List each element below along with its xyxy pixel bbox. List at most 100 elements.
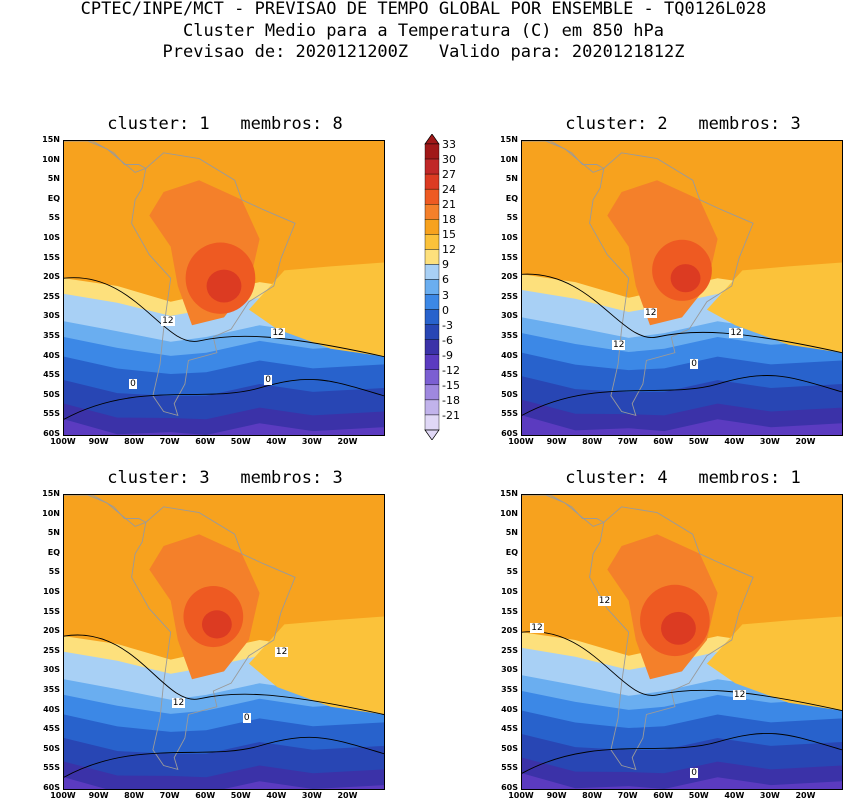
contour-line-12 — [64, 277, 384, 358]
y-tick-label: 60S — [43, 783, 60, 792]
contour-label: 0 — [242, 713, 251, 724]
y-tick-label: 55S — [43, 409, 60, 419]
colorbar-label: 27 — [442, 168, 456, 182]
y-tick-label: 10S — [501, 587, 518, 596]
y-tick-label: 15S — [43, 606, 60, 616]
y-tick-label: 10S — [501, 233, 518, 242]
coastline — [522, 495, 605, 527]
colorbar-segment — [424, 249, 440, 265]
x-tick-label: 100W — [50, 437, 76, 446]
x-tick-label: 40W — [724, 791, 745, 800]
colorbar-label: 18 — [442, 213, 456, 227]
y-tick-label: 15S — [501, 252, 518, 262]
x-tick-label: 30W — [301, 791, 322, 800]
x-tick-label: 40W — [724, 437, 745, 446]
isotherm-band — [522, 773, 842, 789]
colorbar-label: 3 — [442, 288, 449, 302]
y-tick-label: 5N — [47, 528, 60, 538]
colorbar-segment — [424, 414, 440, 431]
map-panel-3: 12 12 0 — [63, 494, 385, 790]
figure-title-line-2: Cluster Medio para a Temperatura (C) em … — [182, 21, 665, 41]
y-tick-label: 15S — [43, 252, 60, 262]
figure-title-line-1: CPTEC/INPE/MCT - PREVISAO DE TEMPO GLOBA… — [80, 0, 767, 19]
y-tick-label: 5S — [506, 213, 518, 223]
y-tick-label: 30S — [43, 311, 60, 321]
isotherm-band — [206, 269, 242, 303]
colorbar-segment — [424, 264, 440, 280]
colorbar-segment — [424, 384, 440, 401]
y-tick-label: 35S — [43, 331, 60, 340]
isotherm-band — [661, 611, 696, 645]
y-tick-label: 10N — [500, 154, 518, 164]
colorbar-segment — [424, 369, 440, 386]
y-tick-label: 55S — [43, 763, 60, 773]
x-tick-label: 60W — [653, 437, 674, 446]
colorbar-segment — [424, 204, 440, 220]
colorbar-arrow-top — [424, 134, 440, 145]
colorbar-segment — [424, 339, 440, 355]
isotherm-band — [248, 616, 384, 715]
y-tick-label: 5S — [48, 567, 60, 577]
x-tick-label: 60W — [195, 791, 216, 800]
x-tick-label: 90W — [546, 437, 567, 446]
y-tick-label: 50S — [43, 743, 60, 753]
isotherm-band — [670, 264, 701, 293]
x-tick-label: 60W — [195, 437, 216, 446]
y-tick-label: 25S — [501, 291, 518, 301]
panel-3-title: cluster: 3 membros: 3 — [107, 468, 343, 488]
x-tick-label: 90W — [88, 437, 109, 446]
isotherm-band — [201, 610, 232, 639]
y-tick-label: 15S — [501, 606, 518, 616]
colorbar-label: 12 — [442, 243, 456, 257]
contour-label: 12 — [161, 316, 175, 327]
y-tick-label: 60S — [43, 429, 60, 438]
contour-label: 0 — [264, 375, 272, 386]
temperature-map-2 — [522, 141, 842, 435]
panel-4-title: cluster: 4 membros: 1 — [565, 468, 801, 488]
x-tick-label: 20W — [337, 791, 358, 800]
x-tick-label: 30W — [759, 437, 780, 446]
y-tick-label: 20S — [43, 272, 60, 282]
y-tick-label: 15N — [42, 135, 60, 144]
x-tick-label: 100W — [50, 791, 76, 800]
temperature-map-4 — [522, 495, 842, 789]
contour-line-0 — [64, 379, 384, 420]
y-tick-label: 40S — [43, 704, 60, 714]
contour-line-12 — [64, 634, 384, 715]
contour-label: 12 — [729, 328, 743, 339]
x-tick-label: 20W — [795, 437, 816, 446]
x-tick-label: 20W — [337, 437, 358, 446]
coastline — [64, 495, 147, 527]
y-tick-label: 25S — [501, 645, 518, 655]
y-tick-label: 40S — [43, 350, 60, 360]
y-tick-label: 15N — [500, 135, 518, 144]
contour-label: 12 — [612, 339, 626, 350]
colorbar-label: -21 — [442, 408, 460, 422]
x-tick-label: 60W — [653, 791, 674, 800]
y-tick-label: 35S — [501, 685, 518, 694]
colorbar-segment — [424, 219, 440, 235]
colorbar-label: 0 — [442, 303, 449, 317]
colorbar-label: 24 — [442, 183, 456, 197]
isotherm-band — [522, 415, 842, 435]
contour-label: 0 — [129, 379, 137, 390]
colorbar-label: -3 — [442, 318, 453, 332]
y-tick-label: 10N — [42, 508, 60, 518]
y-tick-label: 40S — [501, 704, 518, 714]
y-tick-label: 10N — [42, 154, 60, 164]
contour-line-0 — [522, 375, 842, 416]
x-tick-label: 80W — [582, 791, 603, 800]
y-tick-label: 5S — [506, 567, 518, 577]
map-panel-2: 12 12 12 0 — [521, 140, 843, 436]
y-tick-label: 30S — [501, 311, 518, 321]
x-tick-label: 50W — [230, 437, 251, 446]
y-tick-label: EQ — [505, 193, 518, 203]
y-tick-label: 30S — [43, 665, 60, 675]
x-tick-label: 20W — [795, 791, 816, 800]
y-tick-label: 45S — [43, 370, 60, 380]
y-tick-label: 25S — [43, 645, 60, 655]
contour-label: 12 — [597, 595, 612, 606]
colorbar-label: 6 — [442, 273, 449, 287]
colorbar-segment — [424, 188, 440, 205]
colorbar-label: 21 — [442, 198, 456, 212]
